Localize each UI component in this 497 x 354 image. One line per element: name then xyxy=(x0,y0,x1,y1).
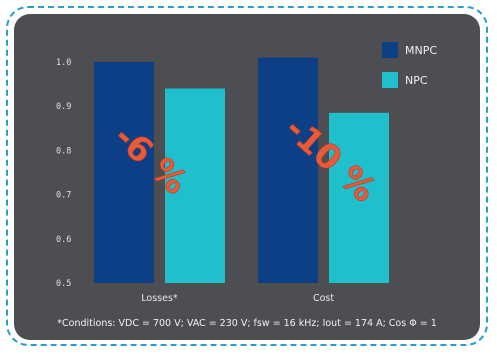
category-label: Cost xyxy=(313,293,334,304)
y-tick-label: 0.6 xyxy=(56,235,71,245)
legend: MNPC NPC xyxy=(382,42,437,88)
footnote-text: *Conditions: VDC = 700 V; VAC = 230 V; f… xyxy=(57,318,437,329)
bar-mnpc-0 xyxy=(94,62,154,283)
legend-swatch-npc xyxy=(382,72,398,88)
y-axis-ticks: 0.5 0.6 0.7 0.8 0.9 1.0 xyxy=(56,58,71,289)
bar-npc-1 xyxy=(329,112,389,283)
legend-label-npc: NPC xyxy=(405,74,428,87)
conditions-footnote: *Conditions: VDC = 700 V; VAC = 230 V; f… xyxy=(14,318,480,329)
bar-npc-0 xyxy=(165,88,225,284)
category-label: Losses* xyxy=(141,293,178,304)
legend-swatch-mnpc xyxy=(382,42,398,58)
y-tick-label: 0.8 xyxy=(56,146,71,156)
y-tick-label: 0.5 xyxy=(56,279,71,289)
bar-mnpc-1 xyxy=(258,57,318,283)
category-labels: Losses* Cost xyxy=(141,293,334,304)
y-tick-label: 0.9 xyxy=(56,102,71,112)
y-tick-label: 0.7 xyxy=(56,191,71,201)
bars xyxy=(94,57,389,284)
legend-label-mnpc: MNPC xyxy=(405,44,437,57)
y-tick-label: 1.0 xyxy=(56,58,71,68)
chart-panel xyxy=(14,14,480,340)
